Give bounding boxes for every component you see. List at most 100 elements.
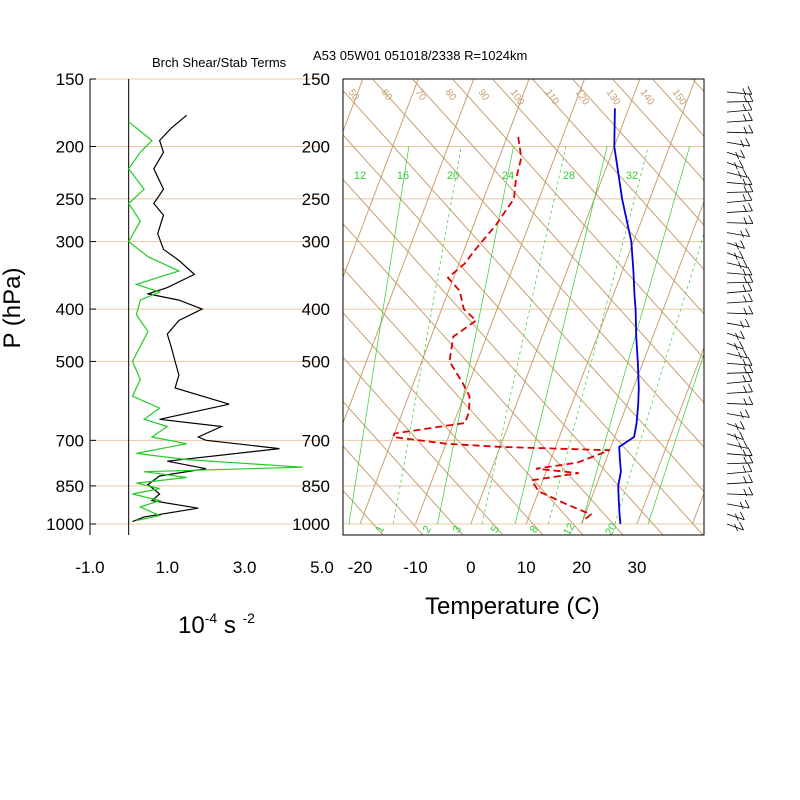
skewt-y-tick-label: 850 <box>302 477 330 496</box>
isotherm-line <box>525 79 696 525</box>
mixing-ratio-line <box>548 146 649 525</box>
left-y-tick-label: 1000 <box>46 515 84 534</box>
wind-barb <box>726 215 754 225</box>
wind-barb <box>726 192 753 203</box>
wind-barb <box>726 228 750 238</box>
dry-adiabat-line <box>0 79 303 535</box>
skewt-x-tick-label: -20 <box>348 558 373 577</box>
wind-barb <box>726 202 753 213</box>
wind-barb <box>726 137 751 148</box>
skewt-y-tick-label: 200 <box>302 137 330 156</box>
shear-stability-panel: 150 200 250 300 400 500 700 850 1000 -1.0 1.0 3.0 5… <box>46 70 334 577</box>
dry-adiabat-line <box>0 79 183 535</box>
dry-adiabat-line <box>343 400 464 535</box>
left-y-tick-label: 850 <box>56 477 84 496</box>
skewt-x-tick-label: 20 <box>572 558 591 577</box>
left-x-axis-label: 10-4 s -2 <box>178 610 255 639</box>
skewt-y-tick-label: 150 <box>302 70 330 89</box>
mixing-ratio-line <box>392 146 462 525</box>
mixing-ratio-line <box>514 146 608 525</box>
wind-barb <box>726 183 754 193</box>
mixing-ratio-line <box>614 232 704 525</box>
isotherm-line <box>636 346 704 525</box>
wind-barb <box>726 421 745 431</box>
isotherm-line <box>470 79 641 525</box>
dry-adiabat-line <box>343 445 424 535</box>
wind-barb <box>726 521 744 532</box>
left-x-tick-label: 1.0 <box>156 558 180 577</box>
bottom-ratio-label: 2 <box>421 524 434 535</box>
left-y-tick-label: 500 <box>56 352 84 371</box>
wind-barb <box>726 259 748 269</box>
left-y-tick-label: 700 <box>56 431 84 450</box>
dry-adiabat-line <box>532 79 704 271</box>
dry-adiabat-line <box>343 356 504 535</box>
dry-adiabat-line <box>343 223 624 535</box>
wind-barb <box>726 160 744 170</box>
wind-barb <box>726 440 748 450</box>
left-panel-title: Brch Shear/Stab Terms <box>152 55 287 70</box>
skewt-y-tick-label: 500 <box>302 352 330 371</box>
wind-barb <box>726 364 754 374</box>
wind-barb <box>726 176 753 186</box>
skewt-y-tick-labels: 150 200 250 300 400 500 700 850 1000 <box>292 70 330 534</box>
dry-adiabat-line <box>612 79 704 182</box>
skewt-y-tick-label: 700 <box>302 431 330 450</box>
adiabat-label: 80 <box>443 87 459 103</box>
dewpoint-profile-line <box>391 136 611 523</box>
left-x-tick-label: -1.0 <box>75 558 104 577</box>
wind-barb <box>726 318 750 329</box>
isotherm-line <box>359 79 530 525</box>
adiabat-label: 70 <box>413 87 429 103</box>
wind-barb <box>726 273 754 284</box>
left-y-tick-labels: 150 200 250 300 400 500 700 850 1000 <box>46 70 84 534</box>
bottom-ratio-label: 12 <box>561 521 578 538</box>
mixing-ratio-line <box>348 146 410 525</box>
wind-barb <box>726 266 753 277</box>
wind-barb <box>726 447 753 457</box>
wind-barb <box>726 341 744 351</box>
left-x-tick-labels: -1.0 1.0 3.0 5.0 <box>75 558 333 577</box>
dry-adiabat-line <box>343 267 584 535</box>
adiabat-label: 110 <box>543 87 561 107</box>
wind-barb <box>726 383 753 394</box>
right-panel-title: A53 05W01 051018/2338 R=1024km <box>313 48 527 63</box>
dry-adiabat-line <box>0 79 263 535</box>
wind-barb <box>726 124 754 135</box>
dry-adiabat-line <box>572 79 704 226</box>
skewt-x-tick-labels: -20 -10 0 10 20 30 <box>348 558 647 577</box>
dry-adiabat-line <box>372 79 704 448</box>
wind-barb <box>726 463 753 475</box>
mixing-ratio-label: 16 <box>397 170 409 182</box>
wind-barb <box>726 431 744 441</box>
left-y-tick-label: 200 <box>56 137 84 156</box>
wind-barb <box>726 282 753 294</box>
skewt-x-tick-label: -10 <box>403 558 428 577</box>
wind-barb <box>726 511 745 521</box>
dry-adiabat-line <box>343 312 544 535</box>
isotherm-line <box>414 79 585 525</box>
adiabat-label: 90 <box>476 87 492 103</box>
dry-adiabat-line <box>733 79 800 535</box>
dry-adiabat-line <box>452 79 704 360</box>
dry-adiabat-line <box>343 134 704 535</box>
wind-barb <box>726 112 753 123</box>
wind-barb <box>726 330 745 341</box>
skewt-x-tick-label: 0 <box>466 558 475 577</box>
dry-adiabat-line <box>412 79 704 404</box>
y-axis-label: P (hPa) <box>0 268 26 349</box>
mixing-ratio-label: 12 <box>354 170 366 182</box>
wind-barb <box>726 305 754 316</box>
wind-barb <box>726 93 754 103</box>
skewt-y-tick-label: 250 <box>302 190 330 209</box>
skewt-background <box>0 79 800 535</box>
bottom-ratio-label: 20 <box>603 521 620 538</box>
left-y-tick-label: 150 <box>56 70 84 89</box>
stability-term-line <box>127 121 303 522</box>
wind-barb <box>726 169 748 179</box>
isotherm-line <box>748 79 800 524</box>
skewt-y-tick-label: 300 <box>302 233 330 252</box>
mixing-ratio-label: 24 <box>502 170 514 182</box>
left-y-tick-label: 300 <box>56 233 84 252</box>
